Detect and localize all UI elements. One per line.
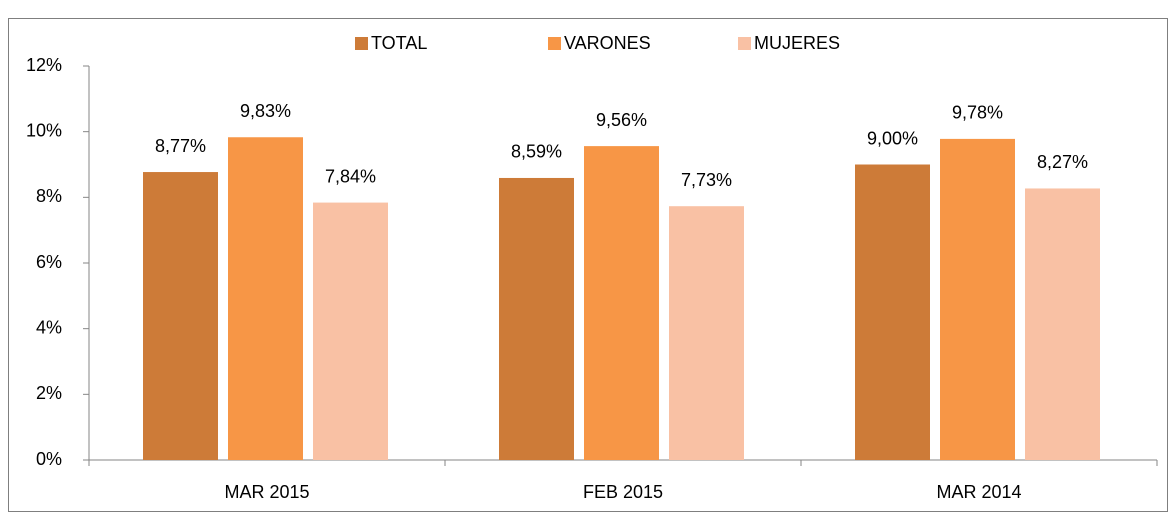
y-tick-label: 2% (36, 383, 62, 403)
x-tick-label: MAR 2014 (936, 482, 1021, 502)
value-label: 8,77% (155, 136, 206, 156)
y-tick-label: 4% (36, 317, 62, 337)
legend-label: MUJERES (754, 33, 840, 53)
legend-swatch (355, 37, 368, 50)
bar (143, 172, 218, 460)
x-tick-label: FEB 2015 (583, 482, 663, 502)
value-label: 8,59% (511, 142, 562, 162)
x-tick-label: MAR 2015 (224, 482, 309, 502)
bar (669, 206, 744, 460)
bar (584, 146, 659, 460)
bar (1025, 188, 1100, 461)
value-label: 7,84% (325, 166, 376, 186)
bar (940, 138, 1015, 460)
value-label: 9,56% (596, 110, 647, 130)
legend-swatch (548, 37, 561, 50)
value-label: 8,27% (1037, 152, 1088, 172)
legend-swatch (738, 37, 751, 50)
y-tick-label: 6% (36, 252, 62, 272)
bar (228, 137, 303, 460)
y-tick-label: 0% (36, 449, 62, 469)
legend-label: VARONES (564, 33, 651, 53)
bar (855, 164, 930, 460)
y-tick-label: 10% (26, 120, 62, 140)
y-tick-label: 8% (36, 186, 62, 206)
value-label: 7,73% (681, 170, 732, 190)
value-label: 9,78% (952, 103, 1003, 123)
legend-label: TOTAL (371, 33, 427, 53)
bar (499, 177, 574, 460)
value-label: 9,83% (240, 101, 291, 121)
y-tick-label: 12% (26, 55, 62, 75)
bar (313, 202, 388, 460)
value-label: 9,00% (867, 128, 918, 148)
